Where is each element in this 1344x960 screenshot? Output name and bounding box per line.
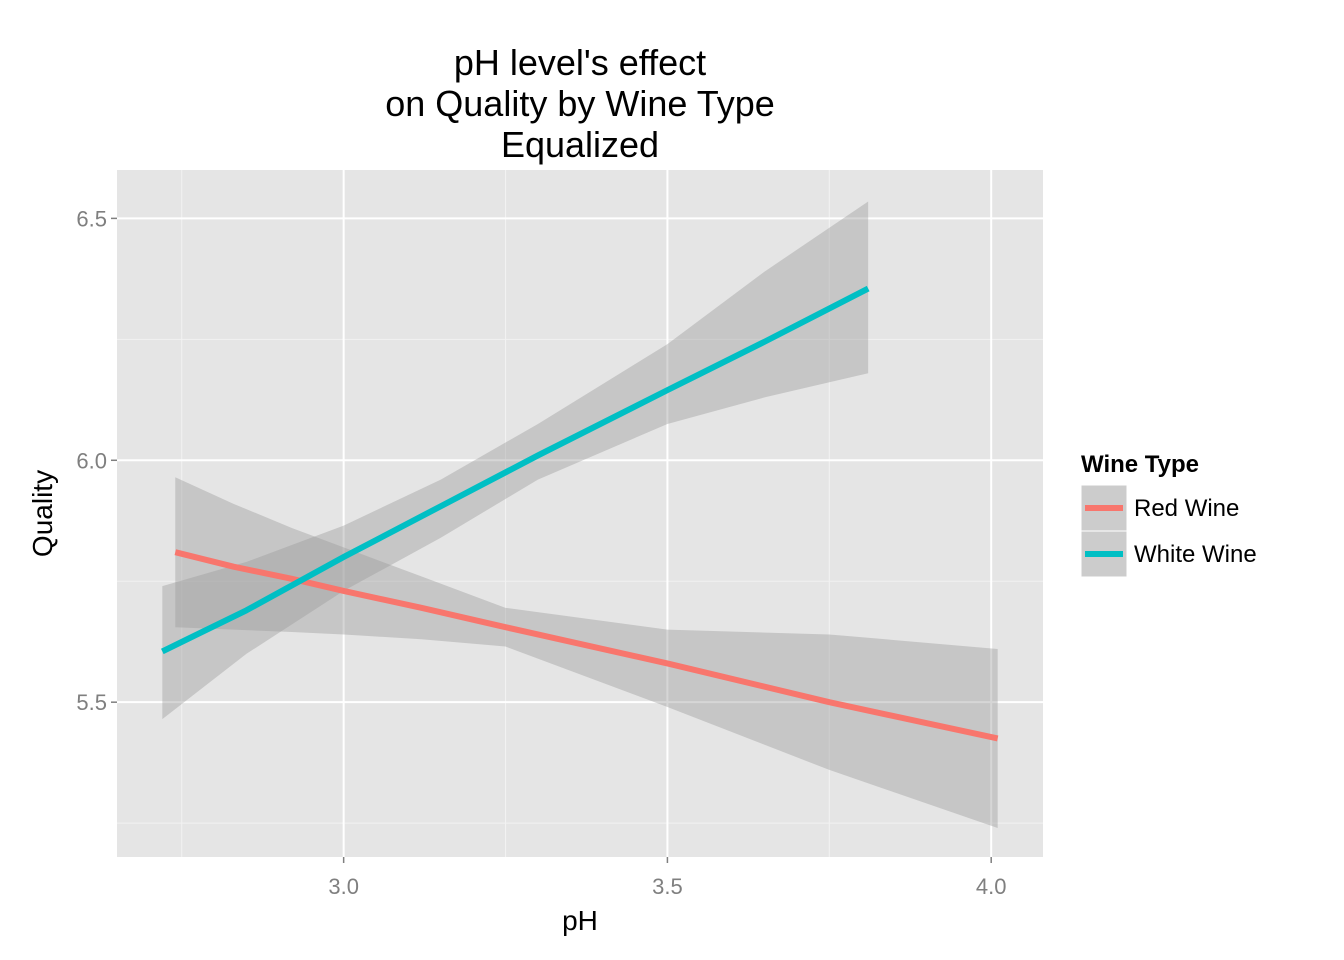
y-tick-label: 6.5 (76, 206, 107, 231)
y-tick-label: 5.5 (76, 690, 107, 715)
legend-label: White Wine (1134, 541, 1257, 568)
x-tick-label: 3.0 (328, 874, 359, 899)
y-axis-title: Quality (27, 470, 58, 557)
series-line (174, 549, 999, 742)
legend-label: Red Wine (1134, 495, 1239, 522)
confidence-band (175, 477, 998, 828)
series-lines (161, 285, 999, 742)
chart-title-line-1: pH level's effect (453, 42, 707, 83)
x-axis-ticks: 3.0 3.5 4.0 (328, 857, 1006, 899)
x-tick-label: 3.5 (652, 874, 683, 899)
plot-panel (117, 170, 1043, 857)
major-gridlines (117, 170, 1043, 857)
legend-title: Wine Type (1081, 451, 1199, 478)
minor-gridlines (117, 170, 1043, 857)
y-axis-ticks: 5.5 6.0 6.5 (76, 206, 117, 715)
x-axis-title: pH (562, 905, 598, 936)
legend: Wine Type Red Wine White Wine (1080, 451, 1257, 578)
chart-title-line-2: on Quality by Wine Type (385, 83, 775, 124)
series-line (161, 285, 870, 655)
x-tick-label: 4.0 (976, 874, 1007, 899)
chart-title: pH level's effect on Quality by Wine Typ… (130, 42, 1030, 165)
y-tick-label: 6.0 (76, 448, 107, 473)
chart-title-line-3: Equalized (500, 124, 660, 165)
